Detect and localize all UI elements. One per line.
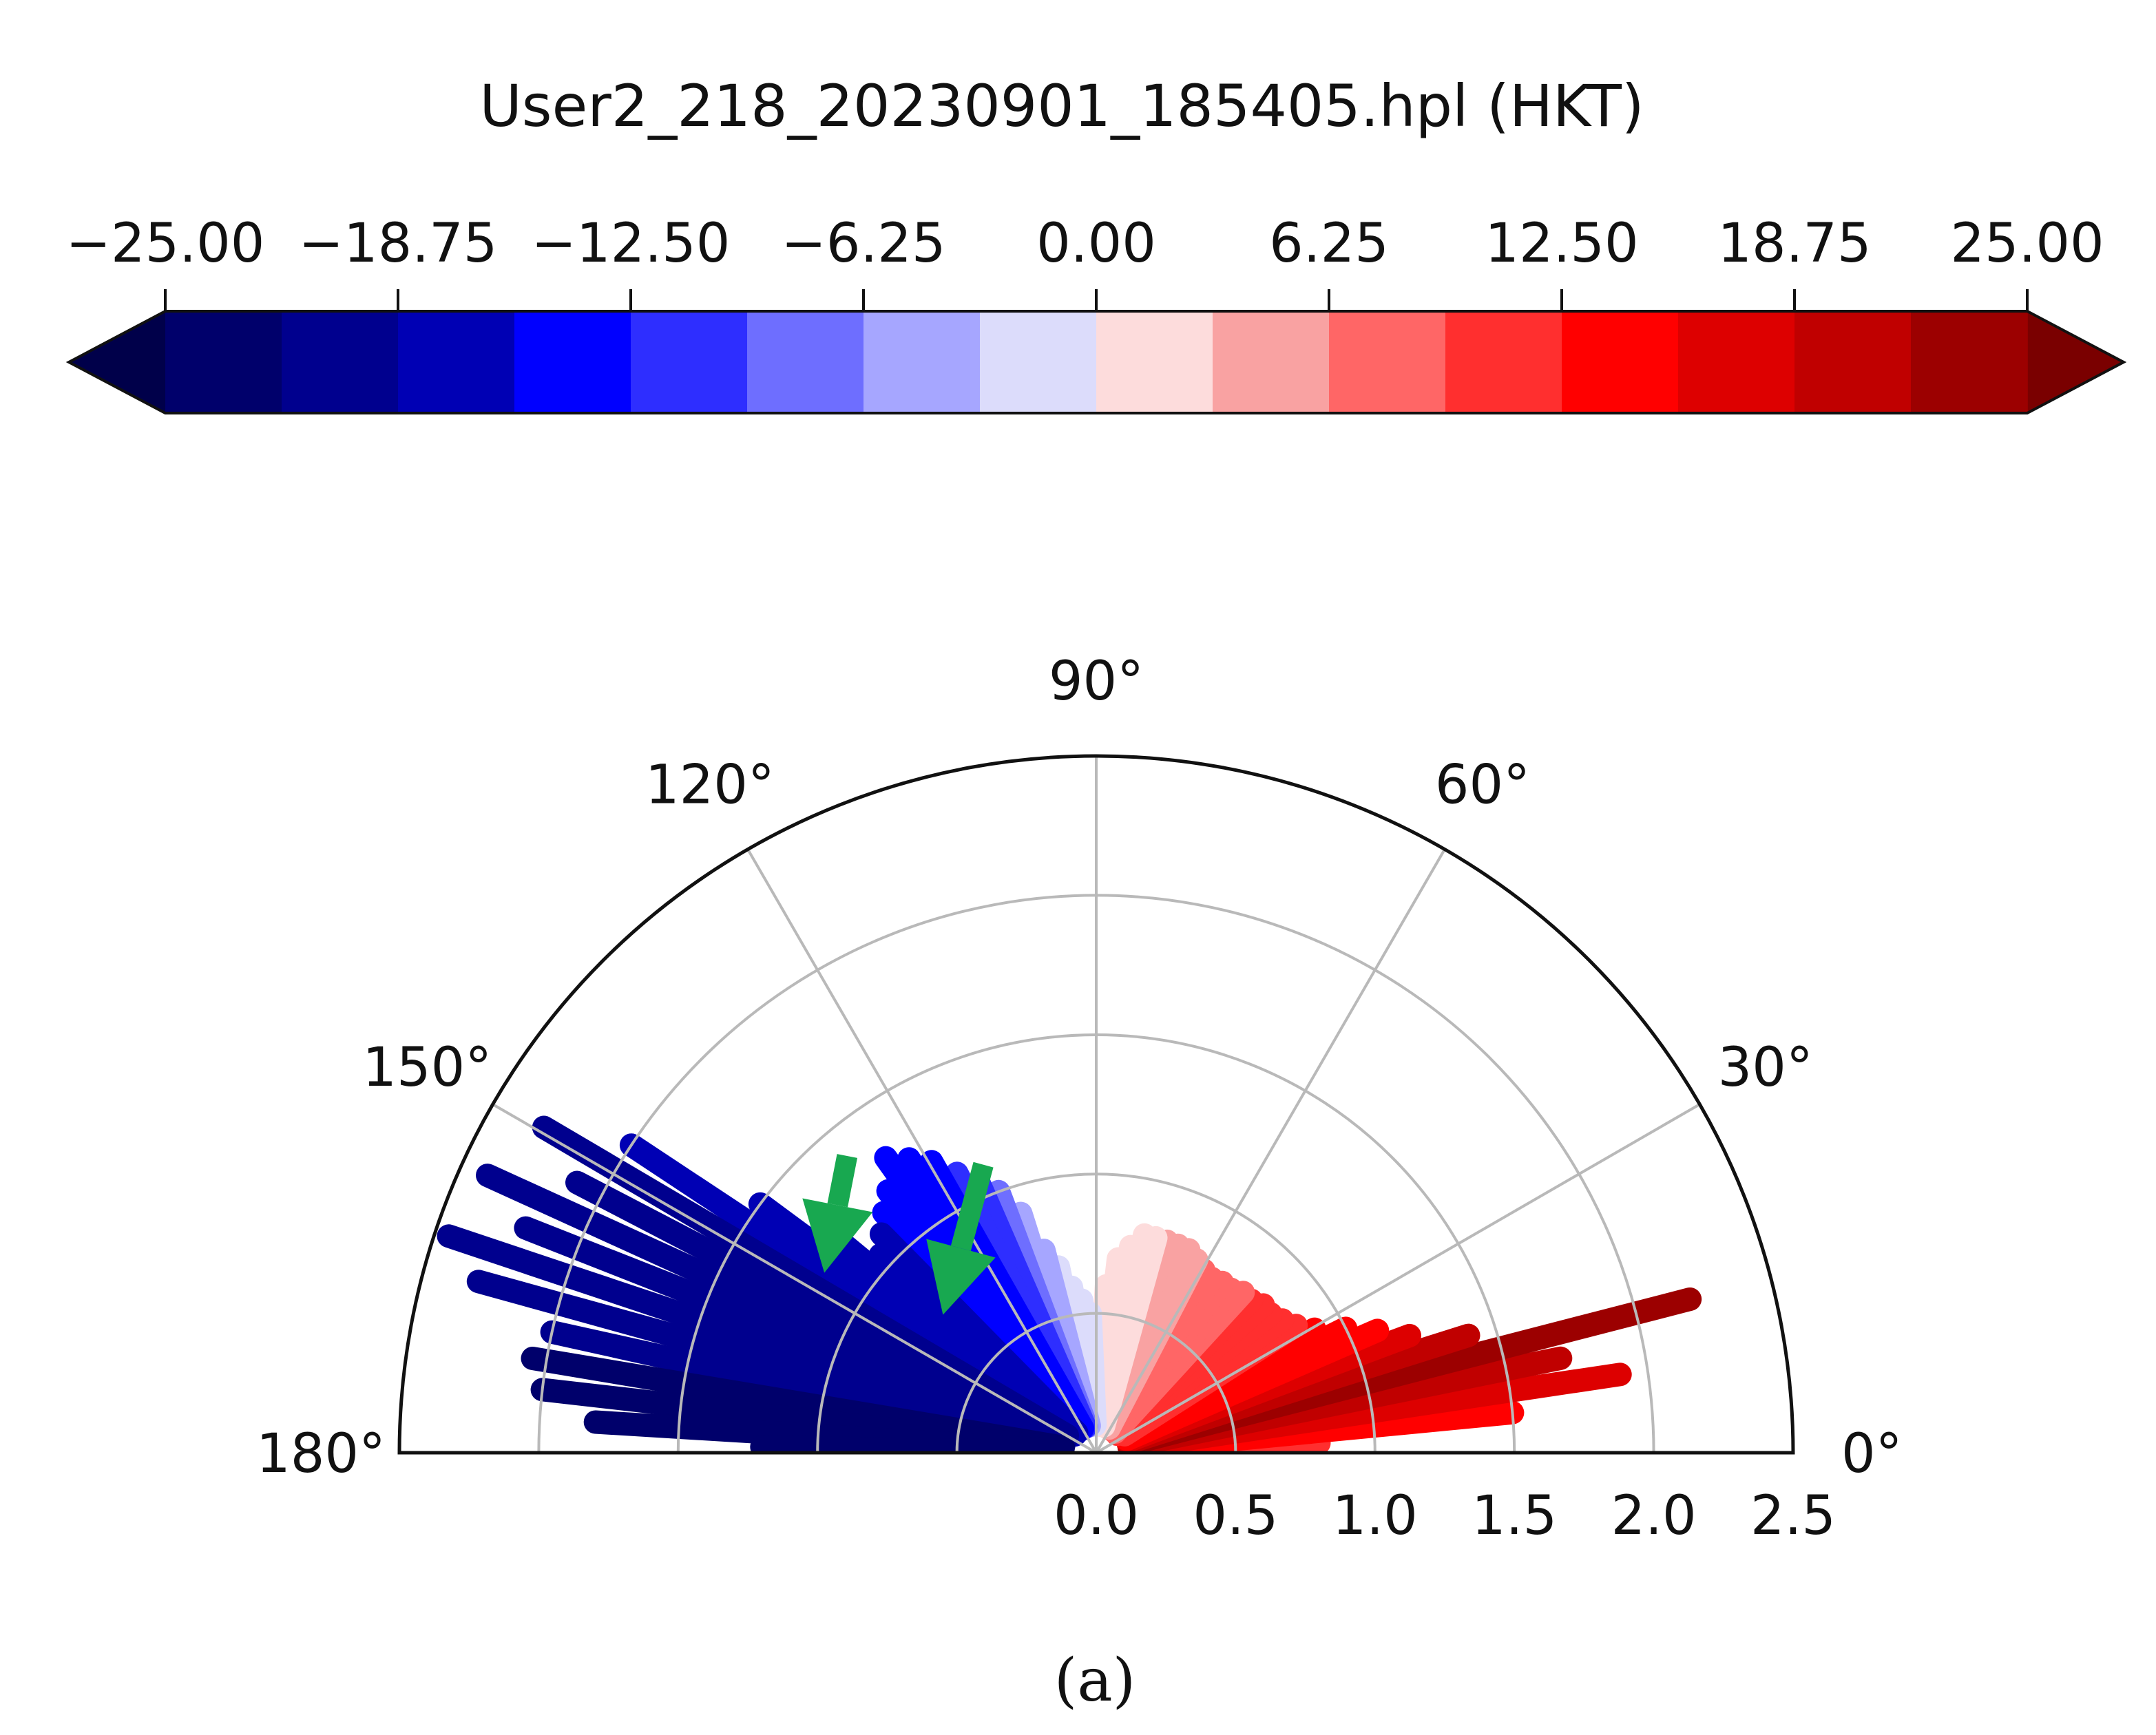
angle-tick-label: 120° (645, 754, 775, 816)
colorbar-tick-label: −12.50 (532, 213, 731, 275)
colorbar-tick-label: 25.00 (1950, 213, 2104, 275)
polar-tick-labels: 0° 30° 60° 90° 120° 150° 180° 0.0 0.5 1.0 1.5 2.0 2.… (256, 651, 1903, 1547)
polar-grid (492, 756, 1701, 1454)
radius-tick-label: 0.0 (1054, 1485, 1139, 1547)
radius-tick-label: 1.0 (1332, 1485, 1418, 1547)
angular-grid-line (1095, 848, 1446, 1454)
colorbar-swatch (514, 311, 631, 413)
radius-tick-label: 2.5 (1750, 1485, 1836, 1547)
colorbar-swatch (980, 311, 1097, 413)
colorbar-swatch (1911, 311, 2028, 413)
chart-title: User2_218_20230901_185405.hpl (HKT) (479, 72, 1644, 140)
colorbar-swatch (747, 311, 864, 413)
colorbar-swatch (1794, 311, 1912, 413)
radius-tick-label: 0.5 (1193, 1485, 1278, 1547)
panel-label: (a) (1054, 1646, 1135, 1715)
polar-frame (397, 754, 1795, 1455)
polar-frame-outline (397, 754, 1795, 1455)
colorbar: −25.00 −18.75 −12.50 −6.25 0.00 6.25 12.50 18.7… (66, 213, 2127, 414)
colorbar-tick-label: −6.25 (781, 213, 945, 275)
colorbar-tick-label: 6.25 (1269, 213, 1389, 275)
annotation-arrow-shaft (827, 1154, 858, 1208)
colorbar-swatch (1562, 311, 1679, 413)
angular-grid-line (1095, 1103, 1701, 1454)
colorbar-swatch (1096, 311, 1213, 413)
colorbar-swatch (864, 311, 981, 413)
colorbar-swatch (631, 311, 748, 413)
colorbar-tick-label: −25.00 (66, 213, 265, 275)
annotation-arrow (802, 1154, 873, 1273)
annotation-arrow-shaft (950, 1161, 994, 1251)
colorbar-swatch (165, 311, 282, 413)
angle-tick-label: 60° (1435, 754, 1530, 816)
annotation-arrows (802, 1154, 996, 1315)
annotation-arrow-head (802, 1198, 873, 1273)
angle-tick-label: 0° (1841, 1423, 1903, 1485)
annotation-arrow (926, 1161, 996, 1315)
angle-tick-label: 150° (362, 1037, 492, 1099)
colorbar-over-extension (2027, 311, 2124, 413)
colorbar-swatch (1329, 311, 1446, 413)
annotation-arrow-head (926, 1239, 996, 1315)
colorbar-tick-label: 12.50 (1485, 213, 1638, 275)
colorbar-tick-label: 0.00 (1036, 213, 1156, 275)
radius-tick-label: 2.0 (1611, 1485, 1697, 1547)
colorbar-under-extension (69, 311, 165, 413)
colorbar-swatch (1445, 311, 1562, 413)
angular-grid-line (746, 848, 1098, 1454)
polar-axes: 0° 30° 60° 90° 120° 150° 180° 0.0 0.5 1.0 1.5 2.0 2.… (256, 651, 1903, 1547)
angular-grid-line (492, 1103, 1098, 1454)
colorbar-tick-label: −18.75 (299, 213, 498, 275)
angle-tick-label: 30° (1718, 1037, 1813, 1099)
colorbar-swatch (1678, 311, 1795, 413)
colorbar-swatch (282, 311, 399, 413)
angle-tick-label: 180° (256, 1423, 386, 1485)
colorbar-swatch (1213, 311, 1330, 413)
colorbar-swatch (398, 311, 515, 413)
colorbar-tick-label: 18.75 (1717, 213, 1871, 275)
radius-tick-label: 1.5 (1472, 1485, 1557, 1547)
angle-tick-label: 90° (1049, 651, 1144, 713)
